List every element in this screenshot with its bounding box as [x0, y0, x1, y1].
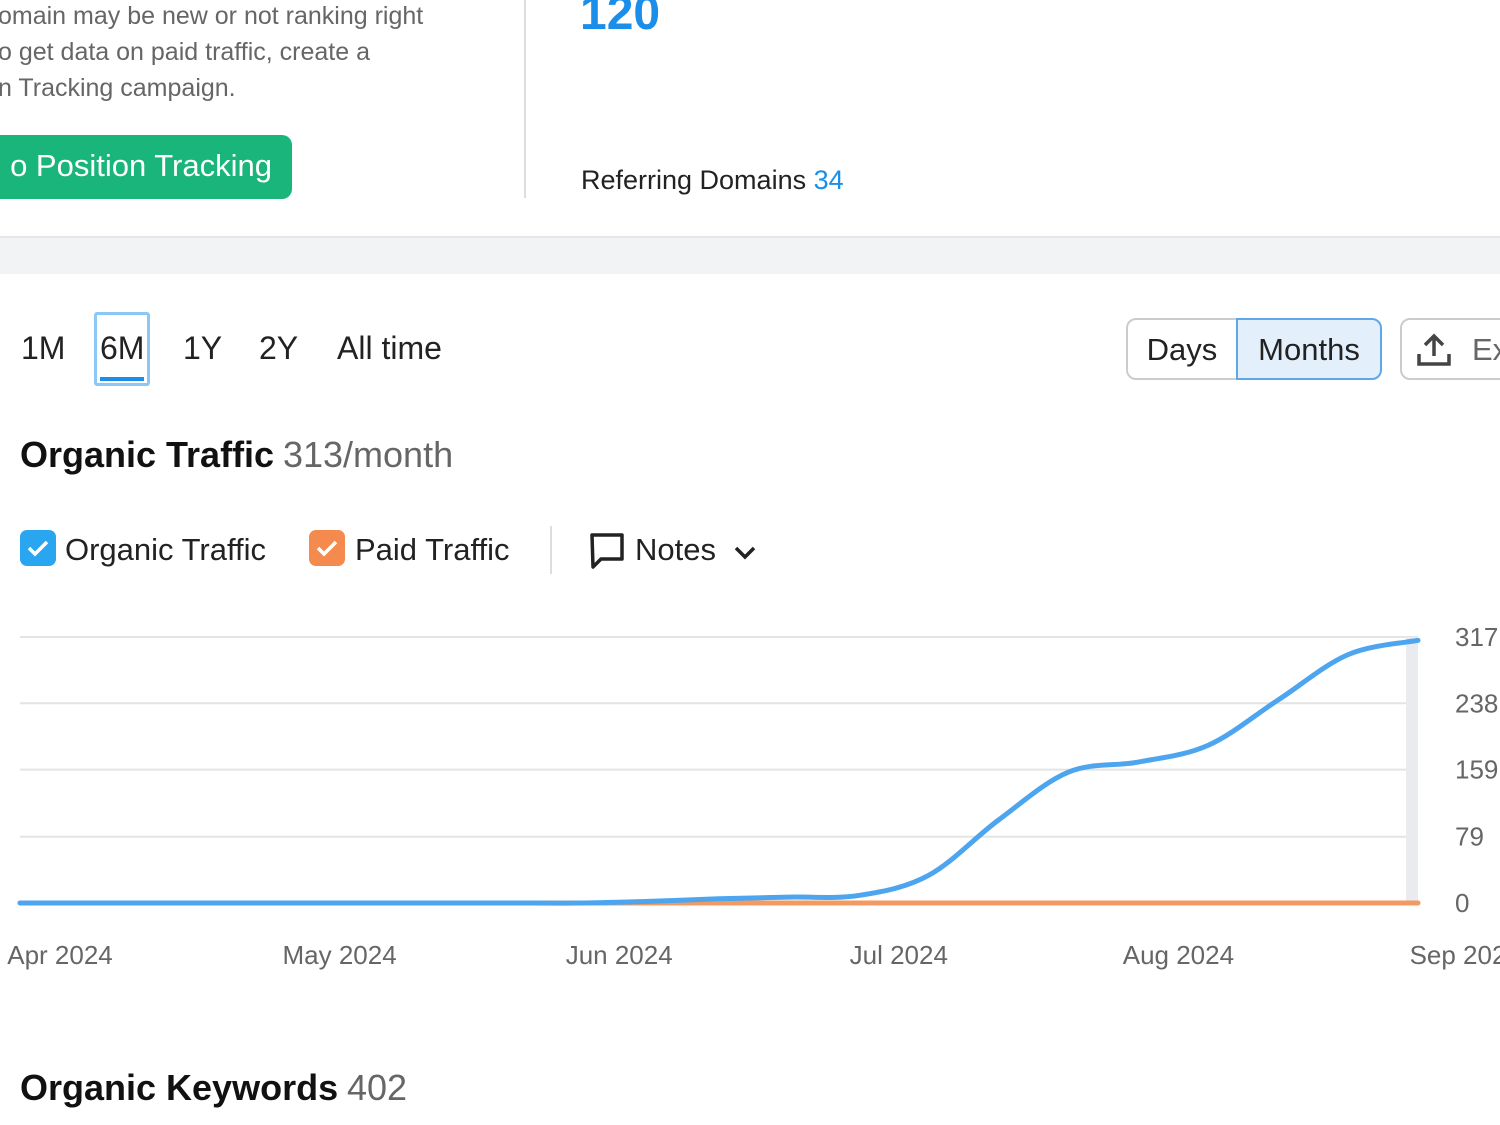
traffic-title: Organic Traffic — [20, 434, 275, 475]
y-tick-label: 79 — [1455, 822, 1484, 852]
section-separator — [0, 236, 1500, 274]
period-tab[interactable]: 1M — [21, 330, 66, 366]
notes-button[interactable]: Notes — [635, 532, 716, 567]
paid-checkbox[interactable] — [309, 530, 345, 566]
x-tick-label: Jul 2024 — [850, 940, 948, 970]
keywords-title: Organic Keywords — [20, 1067, 339, 1108]
backlinks-value: 120 — [580, 0, 661, 40]
notes-chevron — [734, 546, 756, 560]
x-tick-label: Sep 202 — [1410, 940, 1500, 970]
legend-divider — [550, 526, 552, 574]
hover-bar — [1406, 637, 1418, 903]
traffic-chart: 0 79 159 238 317 Apr 2024 May 2024 Jun 2024 Jul … — [7, 622, 1500, 970]
notes-icon — [590, 533, 624, 569]
referring-label: Referring Domains 34 — [581, 165, 844, 196]
period-tab[interactable]: All time — [337, 330, 442, 366]
intro-line: omain may be new or not ranking right — [0, 2, 424, 30]
focus-ring — [94, 312, 150, 386]
intro-line: o get data on paid traffic, create a — [0, 38, 371, 66]
period-tab[interactable]: 2Y — [259, 330, 299, 366]
legend-paid: Paid Traffic — [355, 532, 510, 567]
export-button[interactable]: Ex — [1400, 318, 1500, 380]
selected-underline — [100, 377, 144, 381]
months-button[interactable]: Months — [1236, 318, 1382, 380]
y-tick-label: 317 — [1455, 622, 1498, 652]
period-tab-selected[interactable]: 6M — [100, 330, 145, 366]
days-button[interactable]: Days — [1126, 318, 1238, 380]
y-tick-label: 0 — [1455, 888, 1469, 918]
traffic-header: Organic Traffic 313/month — [20, 434, 453, 476]
referring-domains-label: Referring Domains — [581, 165, 807, 195]
keywords-value: 402 — [346, 1067, 408, 1108]
referring-domains-count[interactable]: 34 — [813, 165, 844, 195]
intro-line: n Tracking campaign. — [0, 74, 236, 102]
divider — [524, 0, 526, 198]
position-tracking-button[interactable]: o Position Tracking — [0, 135, 292, 199]
organic-checkbox[interactable] — [20, 530, 56, 566]
y-tick-label: 159 — [1455, 755, 1498, 785]
x-tick-label: Apr 2024 — [7, 940, 113, 970]
legend-organic: Organic Traffic — [65, 532, 267, 567]
export-icon — [1417, 333, 1451, 366]
y-tick-label: 238 — [1455, 688, 1498, 718]
x-tick-label: Jun 2024 — [566, 940, 673, 970]
keywords-header: Organic Keywords 402 — [20, 1067, 407, 1109]
period-tab[interactable]: 1Y — [183, 330, 223, 366]
x-tick-label: May 2024 — [283, 940, 397, 970]
x-tick-label: Aug 2024 — [1123, 940, 1234, 970]
traffic-value: 313/month — [282, 434, 454, 475]
series-line — [17, 637, 1421, 906]
